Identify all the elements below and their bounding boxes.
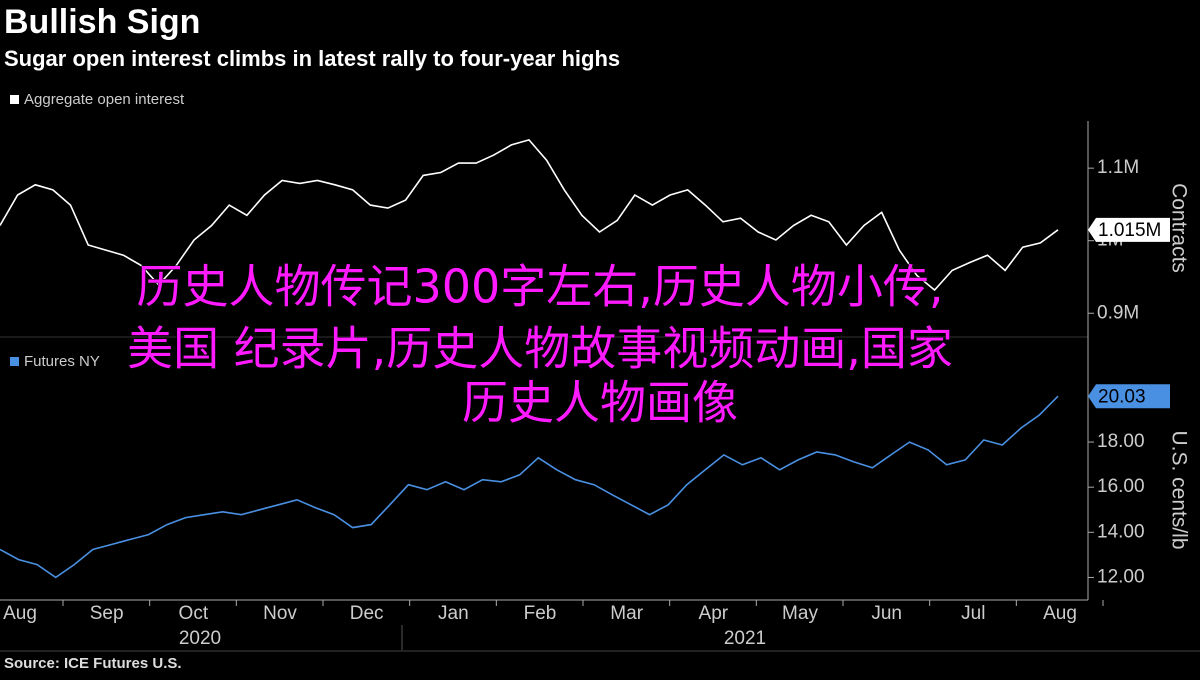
- overlay-text: 美国 纪录片,历史人物故事视频动画,国家: [127, 322, 953, 376]
- series-line: [0, 395, 1059, 579]
- y-tick-label: 12.00: [1097, 566, 1145, 587]
- legend-swatch: [10, 357, 19, 366]
- source: Source: ICE Futures U.S.: [4, 655, 182, 672]
- series-line: [0, 138, 1059, 292]
- x-tick-label: Sep: [90, 603, 124, 624]
- chart-title: Bullish Sign: [4, 3, 200, 41]
- legend-label: Futures NY: [24, 353, 100, 370]
- last-value-box: [1088, 217, 1170, 242]
- chart-subtitle: Sugar open interest climbs in latest ral…: [4, 46, 620, 71]
- x-tick-label: Jan: [438, 603, 469, 624]
- x-tick-label: Oct: [179, 603, 209, 624]
- y-tick-label: 0.9M: [1097, 302, 1139, 323]
- y-tick-label: 14.00: [1097, 521, 1145, 542]
- x-tick-label: Aug: [3, 603, 37, 624]
- y-axis-title: U.S. cents/lb: [1167, 430, 1190, 549]
- x-tick-label: Apr: [699, 603, 729, 624]
- last-value-box: [1088, 384, 1170, 409]
- year-label: 2021: [724, 628, 766, 649]
- x-tick-label: Jul: [961, 603, 985, 624]
- legend-swatch: [10, 95, 19, 104]
- year-label: 2020: [179, 628, 221, 649]
- y-tick-label: 16.00: [1097, 476, 1145, 497]
- x-tick-label: Nov: [263, 603, 297, 624]
- y-axis-title: Contracts: [1167, 183, 1190, 273]
- x-tick-label: May: [782, 603, 818, 624]
- y-tick-label: 18.00: [1097, 431, 1145, 452]
- y-tick-label: 1.1M: [1097, 157, 1139, 178]
- overlay-text: 历史人物画像: [462, 376, 738, 430]
- x-tick-label: Feb: [524, 603, 557, 624]
- x-tick-label: Dec: [350, 603, 384, 624]
- x-tick-label: Aug: [1043, 603, 1077, 624]
- x-tick-label: Jun: [871, 603, 902, 624]
- legend-label: Aggregate open interest: [24, 91, 185, 108]
- last-value-label: 1.015M: [1098, 220, 1161, 241]
- overlay-text: 历史人物传记300字左右,历史人物小传,: [136, 260, 943, 314]
- x-tick-label: Mar: [610, 603, 643, 624]
- last-value-label: 20.03: [1098, 386, 1146, 407]
